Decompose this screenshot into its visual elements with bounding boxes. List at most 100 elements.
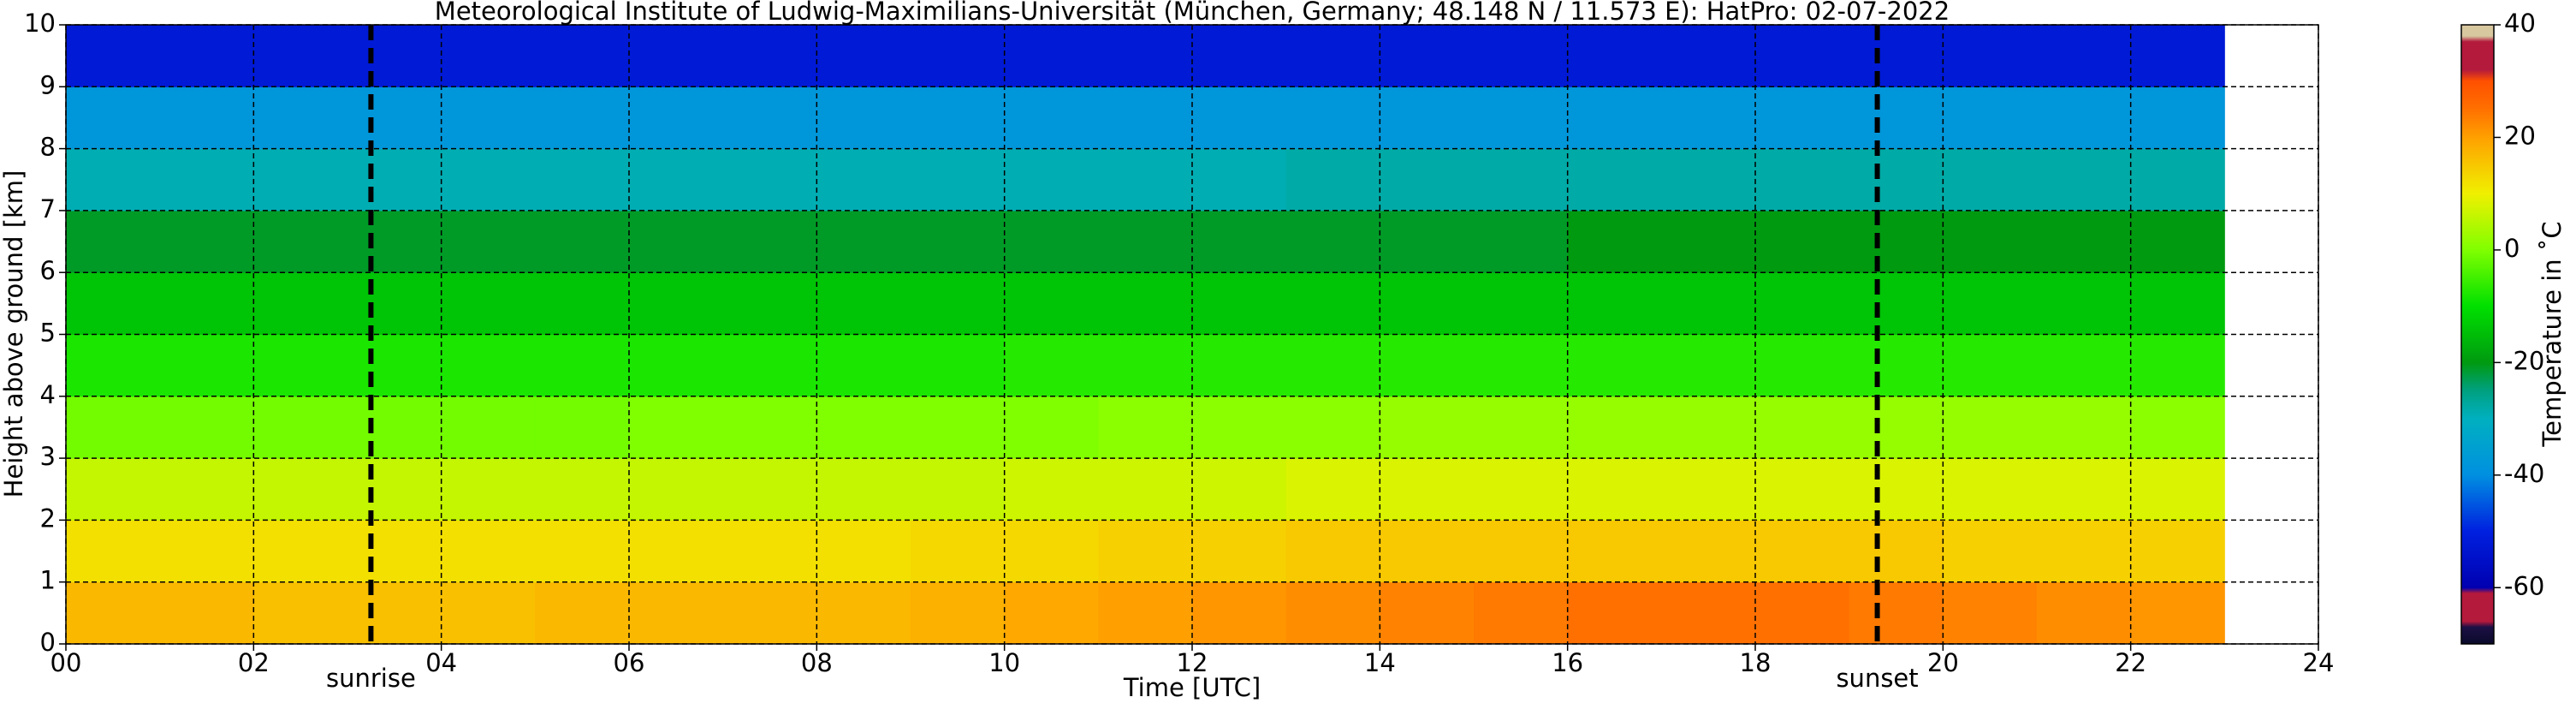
heatmap-cell (1755, 520, 1850, 583)
heatmap-cell (159, 148, 254, 212)
heatmap-cell (441, 86, 536, 150)
heatmap-cell (347, 581, 442, 645)
heatmap-cell (1004, 272, 1099, 335)
heatmap-cell (347, 25, 442, 87)
heatmap-cell (1380, 210, 1475, 273)
heatmap-cell (1192, 86, 1287, 150)
colorbar-tick-label: 20 (2504, 121, 2536, 150)
colorbar-tick-label: -20 (2504, 346, 2544, 375)
heatmap-cell (441, 581, 536, 645)
heatmap-cell (1004, 148, 1099, 212)
heatmap-cell (66, 148, 161, 212)
heatmap-cell (1755, 396, 1850, 459)
heatmap-cell (1567, 148, 1662, 212)
heatmap-cell (66, 334, 161, 397)
heatmap-cell (1098, 581, 1193, 645)
heatmap-cell (1943, 581, 2038, 645)
heatmap-cell (2130, 25, 2225, 87)
heatmap-cell (1285, 272, 1380, 335)
heatmap-cell (1755, 210, 1850, 273)
y-tick-label: 8 (40, 133, 56, 162)
x-tick-label: 14 (1364, 648, 1396, 677)
heatmap-cell (1661, 458, 1756, 521)
heatmap-cell (1849, 86, 1944, 150)
heatmap-cell (1004, 520, 1099, 583)
heatmap-cell (2130, 86, 2225, 150)
y-tick-label: 10 (24, 9, 56, 38)
heatmap-cell (1285, 396, 1380, 459)
y-axis-label: Height above ground [km] (0, 170, 28, 498)
heatmap-cell (1474, 86, 1569, 150)
heatmap-cell (535, 520, 630, 583)
heatmap-cell (911, 581, 1006, 645)
heatmap-cell (816, 520, 911, 583)
heatmap-cell (66, 396, 161, 459)
heatmap-cell (441, 520, 536, 583)
heatmap-cell (2037, 458, 2132, 521)
event-label: sunrise (326, 664, 416, 693)
heatmap-cell (911, 458, 1006, 521)
heatmap-cell (347, 148, 442, 212)
x-tick-label: 22 (2115, 648, 2146, 677)
heatmap-cell (1380, 458, 1475, 521)
heatmap-cell (2130, 396, 2225, 459)
heatmap-cell (2037, 396, 2132, 459)
heatmap-cell (1755, 272, 1850, 335)
heatmap-cell (1380, 86, 1475, 150)
heatmap-cell (1943, 25, 2038, 87)
x-tick-label: 16 (1552, 648, 1583, 677)
heatmap-cell (2037, 581, 2132, 645)
heatmap-cell (1192, 148, 1287, 212)
heatmap-cell (2130, 458, 2225, 521)
heatmap-cell (816, 148, 911, 212)
heatmap-cell (1474, 396, 1569, 459)
heatmap-cell (1567, 272, 1662, 335)
heatmap-cell (535, 334, 630, 397)
heatmap-cell (1849, 25, 1944, 87)
heatmap-cell (253, 25, 348, 87)
heatmap-cell (1285, 334, 1380, 397)
heatmap-cell (159, 210, 254, 273)
x-tick-label: 10 (988, 648, 1020, 677)
heatmap-cell (816, 25, 911, 87)
heatmap-cell (253, 396, 348, 459)
heatmap-cell (629, 86, 724, 150)
heatmap-cell (1661, 210, 1756, 273)
heatmap-cell (159, 86, 254, 150)
heatmap-cell (1474, 272, 1569, 335)
heatmap-cell (159, 396, 254, 459)
heatmap-cell (629, 210, 724, 273)
heatmap-cell (1098, 210, 1193, 273)
heatmap-cell (1849, 396, 1944, 459)
heatmap-cell (441, 396, 536, 459)
heatmap-cell (1755, 458, 1850, 521)
heatmap-cell (629, 25, 724, 87)
heatmap-cell (1849, 272, 1944, 335)
heatmap-cell (2037, 210, 2132, 273)
x-axis-label: Time [UTC] (1123, 673, 1261, 702)
heatmap-cell (1098, 334, 1193, 397)
x-tick-label: 02 (238, 648, 270, 677)
heatmap-cell (66, 272, 161, 335)
heatmap-cell (1474, 458, 1569, 521)
heatmap-cell (253, 334, 348, 397)
heatmap-cell (1004, 210, 1099, 273)
x-tick-label: 04 (425, 648, 457, 677)
heatmap-cell (535, 148, 630, 212)
heatmap-cell (1661, 25, 1756, 87)
heatmap-cell (159, 458, 254, 521)
colorbar-tick-label: -40 (2504, 459, 2544, 488)
heatmap-cell (347, 520, 442, 583)
heatmap-cell (1098, 86, 1193, 150)
heatmap-cell (2037, 334, 2132, 397)
chart-title: Meteorological Institute of Ludwig-Maxim… (435, 0, 1950, 26)
heatmap-cell (911, 272, 1006, 335)
heatmap-cell (2130, 210, 2225, 273)
heatmap-cell (629, 334, 724, 397)
heatmap-cell (1661, 520, 1756, 583)
heatmap-cell (1661, 396, 1756, 459)
heatmap-cell (1004, 396, 1099, 459)
heatmap-cell (1567, 334, 1662, 397)
x-tick-label: 20 (1927, 648, 1959, 677)
